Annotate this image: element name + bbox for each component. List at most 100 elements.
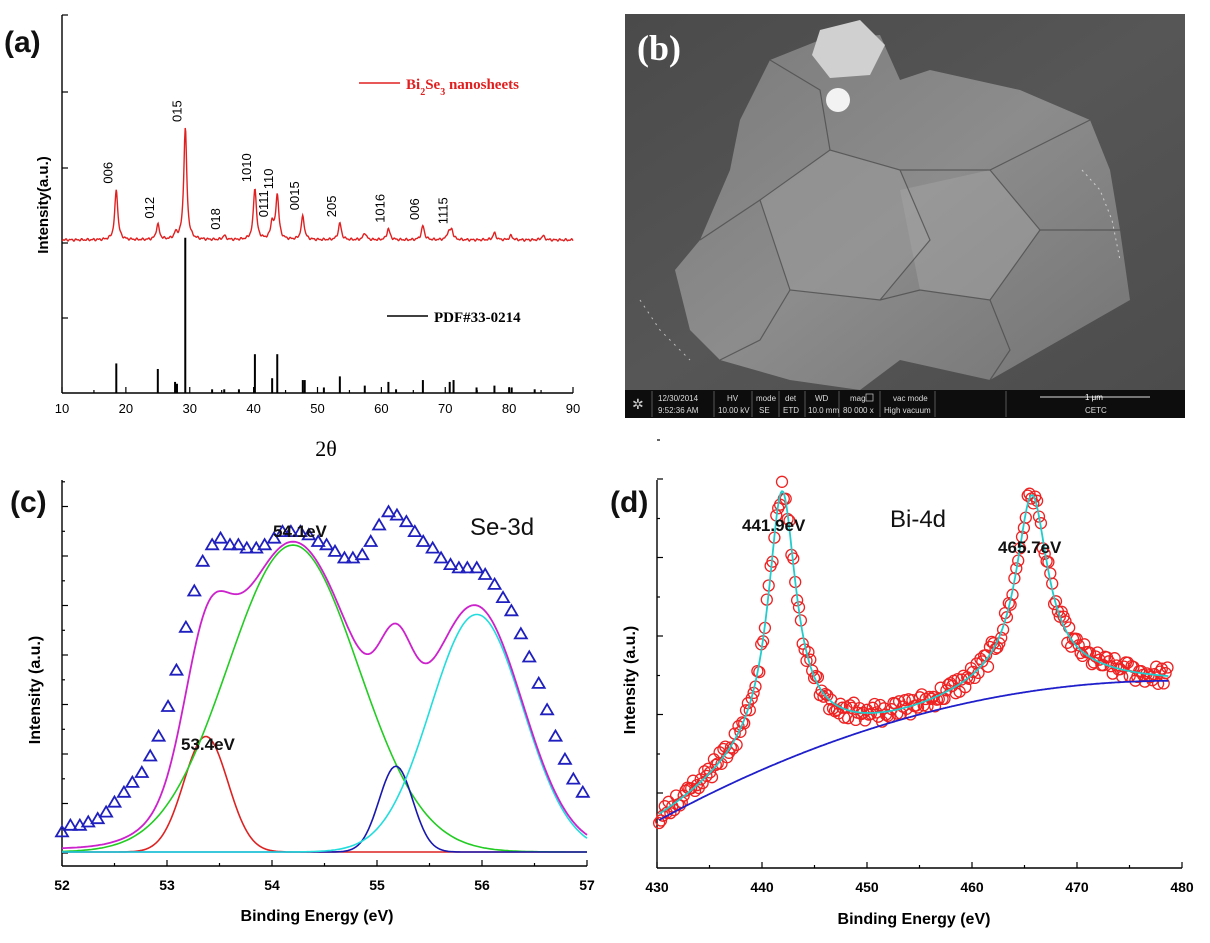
data-point	[709, 758, 722, 772]
data-point	[442, 557, 459, 570]
x-tick-label: 30	[183, 401, 197, 416]
sem-mag-icon	[865, 393, 874, 402]
panel-d-data-points	[652, 475, 1174, 830]
panel-c-title: Se-3d	[470, 514, 534, 541]
data-point	[1159, 666, 1172, 680]
data-point	[904, 708, 917, 721]
panel-d-title: Bi-4d	[890, 506, 946, 533]
data-point	[652, 816, 666, 830]
data-point	[981, 660, 995, 673]
data-point	[724, 741, 738, 754]
x-tick-label: 90	[566, 401, 580, 416]
x-tick-label: 56	[474, 877, 490, 893]
data-point	[696, 776, 709, 790]
sem-hv-value: 10.00 kV	[718, 406, 750, 415]
data-point	[274, 524, 291, 537]
x-tick-label: 60	[374, 401, 388, 416]
data-point	[700, 769, 713, 783]
data-point	[433, 550, 449, 564]
data-point	[415, 534, 431, 547]
data-point	[1032, 510, 1046, 523]
panel-a-sample-series-line	[61, 127, 574, 242]
data-point	[239, 540, 255, 554]
panel-a-y-ticks	[62, 14, 68, 319]
panel-c-x-tick-labels: 52 53 54 55 56 57	[54, 877, 595, 893]
sem-edge-particles	[1081, 169, 1121, 261]
sem-edge-particles	[639, 299, 691, 361]
peak-label: 1115	[436, 197, 451, 224]
x-tick-label: 480	[1170, 879, 1194, 895]
component-curve	[62, 544, 587, 853]
component-curve	[62, 613, 588, 853]
data-point	[425, 540, 441, 554]
data-point	[142, 748, 158, 762]
x-tick-label: 54	[264, 877, 280, 893]
data-point	[557, 751, 573, 765]
data-point	[257, 537, 273, 551]
data-point	[928, 700, 942, 713]
sem-time: 9:52:36 AM	[658, 406, 699, 415]
sem-flake-edges	[699, 59, 1120, 381]
sem-info-dividers	[651, 391, 1007, 417]
data-point	[531, 675, 547, 689]
data-point	[186, 583, 202, 597]
sem-vac-value: High vacuum	[884, 406, 931, 415]
data-point	[959, 681, 972, 694]
x-tick-label: 20	[119, 401, 133, 416]
data-point	[371, 517, 387, 531]
sem-mag-label: mag	[850, 394, 866, 403]
x-tick-label: 450	[855, 879, 879, 895]
panel-d-bi4d-chart: (d) 430 440 450 460 470 480 Binding Energy (e…	[610, 439, 1194, 928]
data-point	[398, 514, 414, 528]
x-tick-label: 57	[579, 877, 595, 893]
peak-label: 0111	[256, 190, 271, 217]
data-point	[1144, 670, 1157, 684]
peak-label: 018	[208, 208, 223, 230]
peak-label: 0015	[287, 181, 302, 210]
sem-date: 12/30/2014	[658, 394, 699, 403]
panel-a-xrd-chart: (a) 10 20 30 40 50 60 70 80 90 2θ Intensity(a.u.…	[4, 14, 580, 461]
peak-label: 205	[324, 195, 339, 217]
peak-label: 015	[169, 100, 184, 122]
panel-a-reference-sticks	[115, 237, 536, 393]
panel-a-legend-ref-label: PDF#33-0214	[434, 310, 521, 326]
data-point	[292, 524, 308, 537]
x-tick-label: 470	[1065, 879, 1089, 895]
fit-envelope-curve	[62, 540, 588, 849]
data-point	[1091, 646, 1104, 659]
component-curve	[62, 735, 587, 853]
data-point	[874, 698, 887, 712]
data-point	[487, 576, 503, 590]
panel-b-sem-image: (b) ✲ 12/30/2014 9:52:36 AM HV 10.00 kV …	[625, 14, 1185, 418]
data-point	[116, 784, 132, 798]
data-point	[106, 794, 123, 808]
data-point	[521, 649, 537, 663]
data-point	[62, 817, 78, 831]
data-point	[966, 665, 979, 679]
peak-label: 1010	[239, 153, 254, 182]
data-point	[230, 537, 246, 551]
data-point	[1108, 652, 1121, 665]
sem-wd-value: 10.0 mm	[808, 406, 839, 415]
data-point	[1155, 662, 1168, 675]
data-point	[380, 504, 397, 518]
data-point	[212, 530, 229, 544]
data-point	[283, 524, 299, 537]
sem-scale-label: 1 μm	[1085, 393, 1103, 402]
panel-c-y-ticks	[62, 481, 68, 854]
data-point	[575, 784, 591, 798]
sem-det-value: ETD	[783, 406, 799, 415]
sem-org-label: CETC	[1085, 406, 1107, 415]
data-point	[1078, 638, 1091, 651]
data-point	[90, 811, 106, 825]
panel-a-x-tick-labels: 10 20 30 40 50 60 70 80 90	[55, 401, 580, 416]
data-point	[836, 701, 849, 714]
data-point	[345, 550, 361, 564]
data-point	[881, 709, 894, 722]
data-point	[168, 662, 185, 676]
data-point	[134, 765, 150, 778]
data-point	[811, 670, 825, 684]
x-tick-label: 55	[369, 877, 385, 893]
sem-bright-hexagon	[812, 20, 885, 78]
